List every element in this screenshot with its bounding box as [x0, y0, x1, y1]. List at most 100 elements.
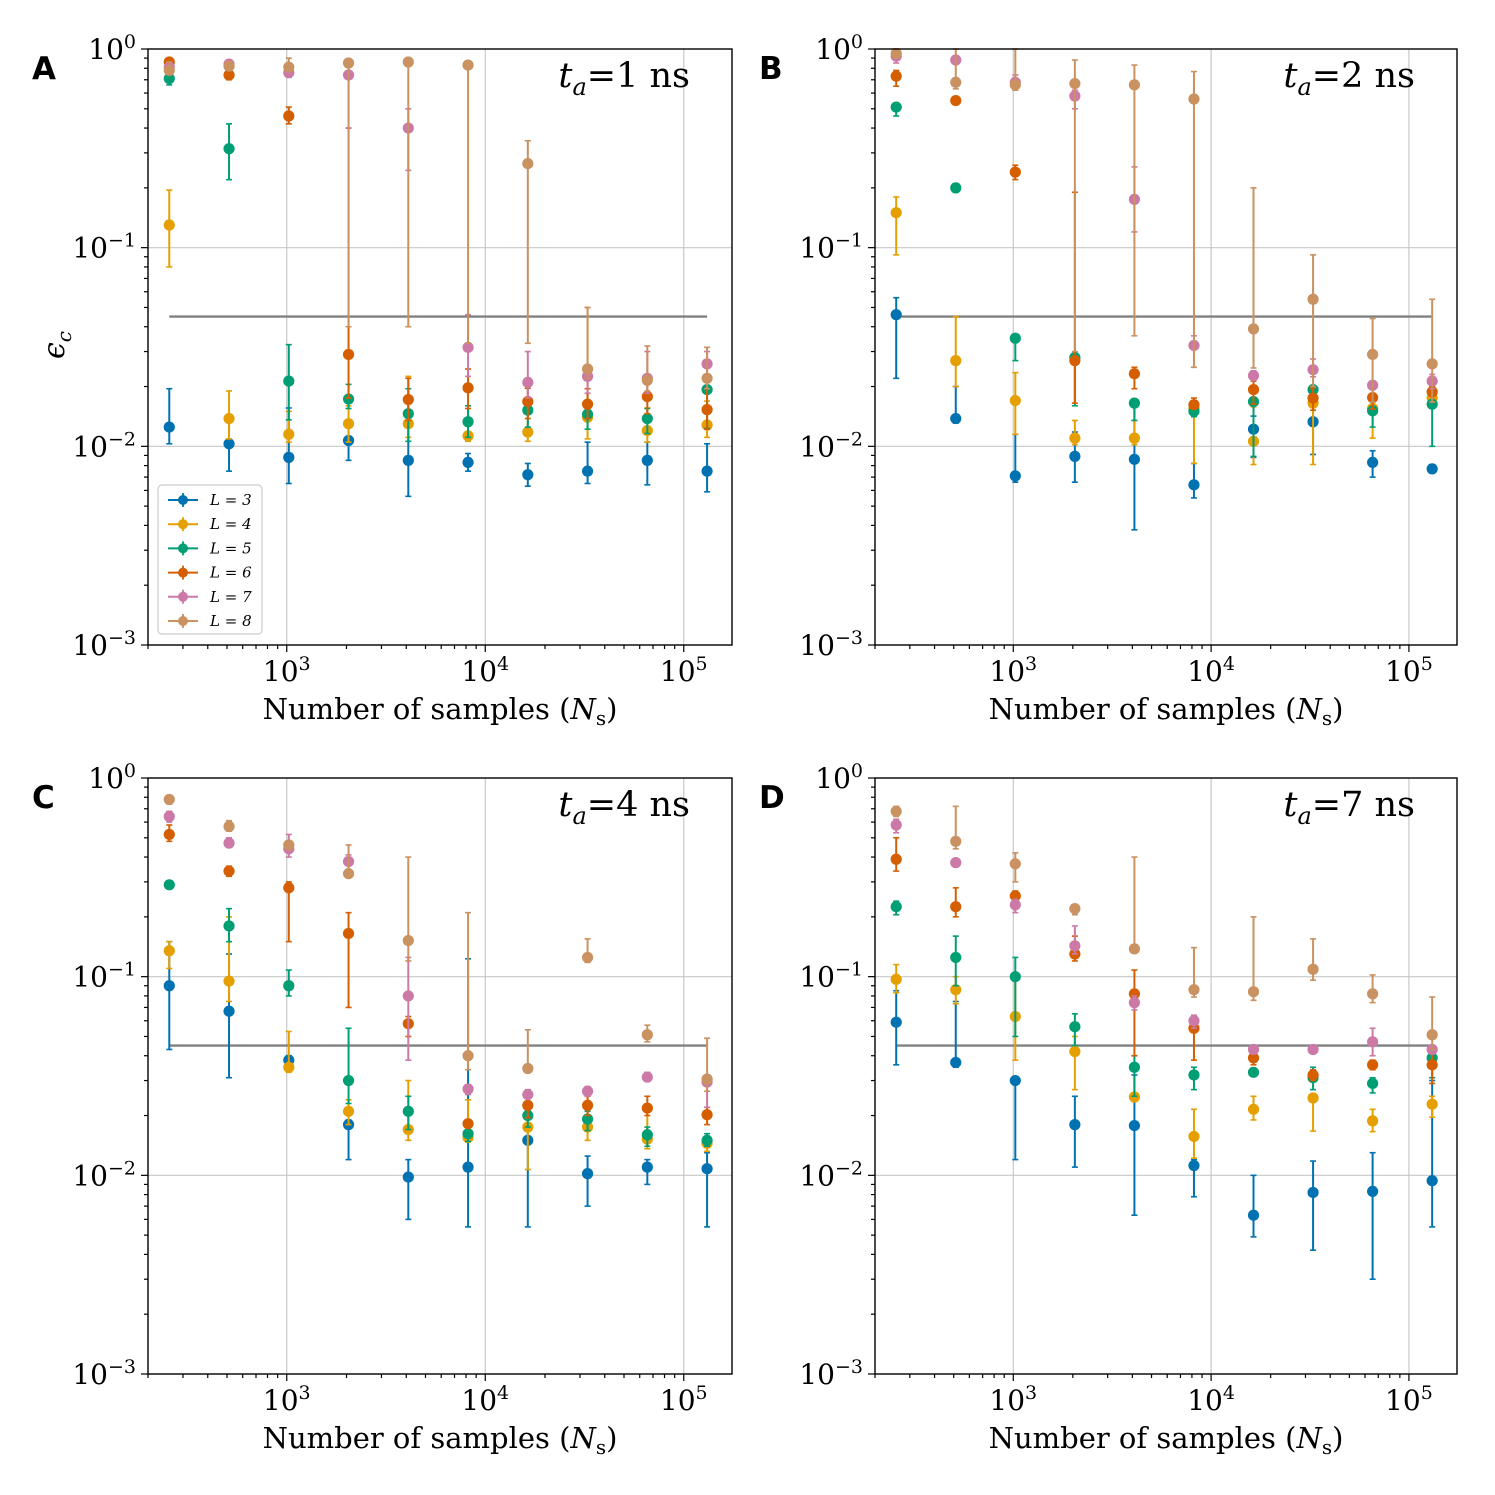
tick-exponent: 0	[851, 760, 863, 782]
data-point	[1247, 1103, 1260, 1115]
legend-marker	[178, 567, 188, 578]
tick-base: 10	[1385, 655, 1421, 688]
data-point	[462, 382, 474, 394]
data-point	[163, 64, 175, 77]
data-point	[950, 984, 962, 996]
panel-letter: A	[32, 51, 56, 87]
panel-title-main: t	[1283, 56, 1298, 96]
panel-title-rest: =7 ns	[1312, 785, 1415, 825]
data-point	[950, 857, 962, 869]
legend-label: L = 6	[209, 564, 252, 582]
data-point	[701, 404, 713, 416]
data-point	[1367, 456, 1379, 469]
y-tick-label: 10−2	[799, 428, 863, 463]
data-point	[890, 207, 902, 219]
data-point	[1426, 1098, 1438, 1110]
tick-base: 10	[88, 33, 124, 66]
tick-exponent: −1	[835, 959, 863, 981]
data-point	[283, 61, 295, 73]
data-point	[581, 465, 594, 477]
data-point	[1367, 1059, 1379, 1071]
data-point	[1247, 1209, 1260, 1221]
tick-exponent: 3	[299, 1382, 311, 1404]
data-point	[1009, 79, 1021, 91]
legend-marker	[178, 616, 188, 626]
series-l7	[163, 810, 713, 1109]
series-l7	[163, 58, 713, 399]
tick-exponent: −2	[835, 428, 863, 450]
tick-exponent: −3	[835, 627, 863, 649]
data-point	[283, 451, 295, 463]
tick-base: 10	[72, 232, 108, 265]
data-point	[1247, 323, 1260, 335]
legend-item: L = 3	[168, 491, 252, 509]
tick-base: 10	[660, 655, 696, 688]
data-point	[1128, 997, 1141, 1009]
tick-exponent: 3	[1025, 1382, 1037, 1404]
y-tick-label: 10−1	[72, 959, 136, 994]
data-point	[522, 157, 534, 170]
data-point	[462, 1083, 474, 1095]
tick-base: 10	[1187, 1384, 1223, 1417]
series-l7	[890, 50, 1438, 391]
tick-exponent: 4	[1223, 1382, 1235, 1404]
legend-label: L = 5	[209, 539, 252, 557]
data-point	[1069, 450, 1081, 462]
data-point	[1367, 1077, 1379, 1090]
legend-item: L = 7	[168, 588, 252, 606]
x-axis-label-var: N	[1295, 692, 1323, 726]
tick-exponent: 0	[124, 31, 136, 53]
data-point	[342, 418, 355, 430]
x-axis-label: Number of samples (Ns)	[263, 1421, 618, 1459]
panel-title: ta=7 ns	[1283, 785, 1415, 830]
data-point	[1367, 1185, 1379, 1198]
x-axis-label-text: Number of samples (	[989, 1421, 1297, 1455]
data-point	[522, 469, 534, 481]
data-point	[1009, 166, 1021, 178]
data-point	[163, 219, 175, 231]
legend-item: L = 4	[168, 515, 252, 533]
data-point	[641, 454, 653, 466]
data-point	[701, 1109, 713, 1121]
tick-base: 10	[72, 430, 108, 463]
data-point	[950, 355, 962, 367]
data-point	[462, 1050, 474, 1062]
data-point	[342, 927, 355, 940]
x-axis-label-sub: s	[596, 1435, 606, 1459]
data-point	[890, 819, 902, 831]
data-point	[890, 47, 902, 60]
tick-exponent: 5	[696, 653, 708, 675]
tick-base: 10	[1187, 655, 1223, 688]
data-point	[950, 76, 962, 88]
tick-exponent: 4	[1223, 653, 1235, 675]
data-point	[402, 56, 414, 68]
data-point	[223, 975, 235, 987]
data-point	[1128, 943, 1141, 955]
x-axis-label-var: N	[1295, 1421, 1323, 1455]
series-l4	[890, 963, 1438, 1159]
data-point	[223, 1005, 235, 1017]
series-l4	[163, 916, 713, 1171]
tick-exponent: 4	[497, 1382, 509, 1404]
data-point	[890, 309, 902, 321]
data-point	[581, 951, 594, 964]
x-axis-label-sub: s	[1322, 1435, 1332, 1459]
legend-label: L = 3	[209, 491, 252, 509]
data-point	[1188, 399, 1200, 411]
x-tick-label: 104	[1187, 653, 1235, 688]
data-point	[1069, 432, 1081, 444]
data-point	[402, 393, 414, 406]
y-tick-label: 10−3	[72, 627, 136, 662]
data-point	[641, 1161, 653, 1173]
x-axis-label: Number of samples (Ns)	[989, 692, 1344, 730]
axes-frame	[147, 777, 733, 1375]
tick-base: 10	[799, 1358, 835, 1391]
data-point	[641, 1129, 653, 1141]
panel-title-rest: =1 ns	[587, 56, 690, 96]
series-l8	[890, 805, 1438, 1051]
data-point	[1009, 394, 1021, 407]
data-point	[1247, 384, 1260, 396]
